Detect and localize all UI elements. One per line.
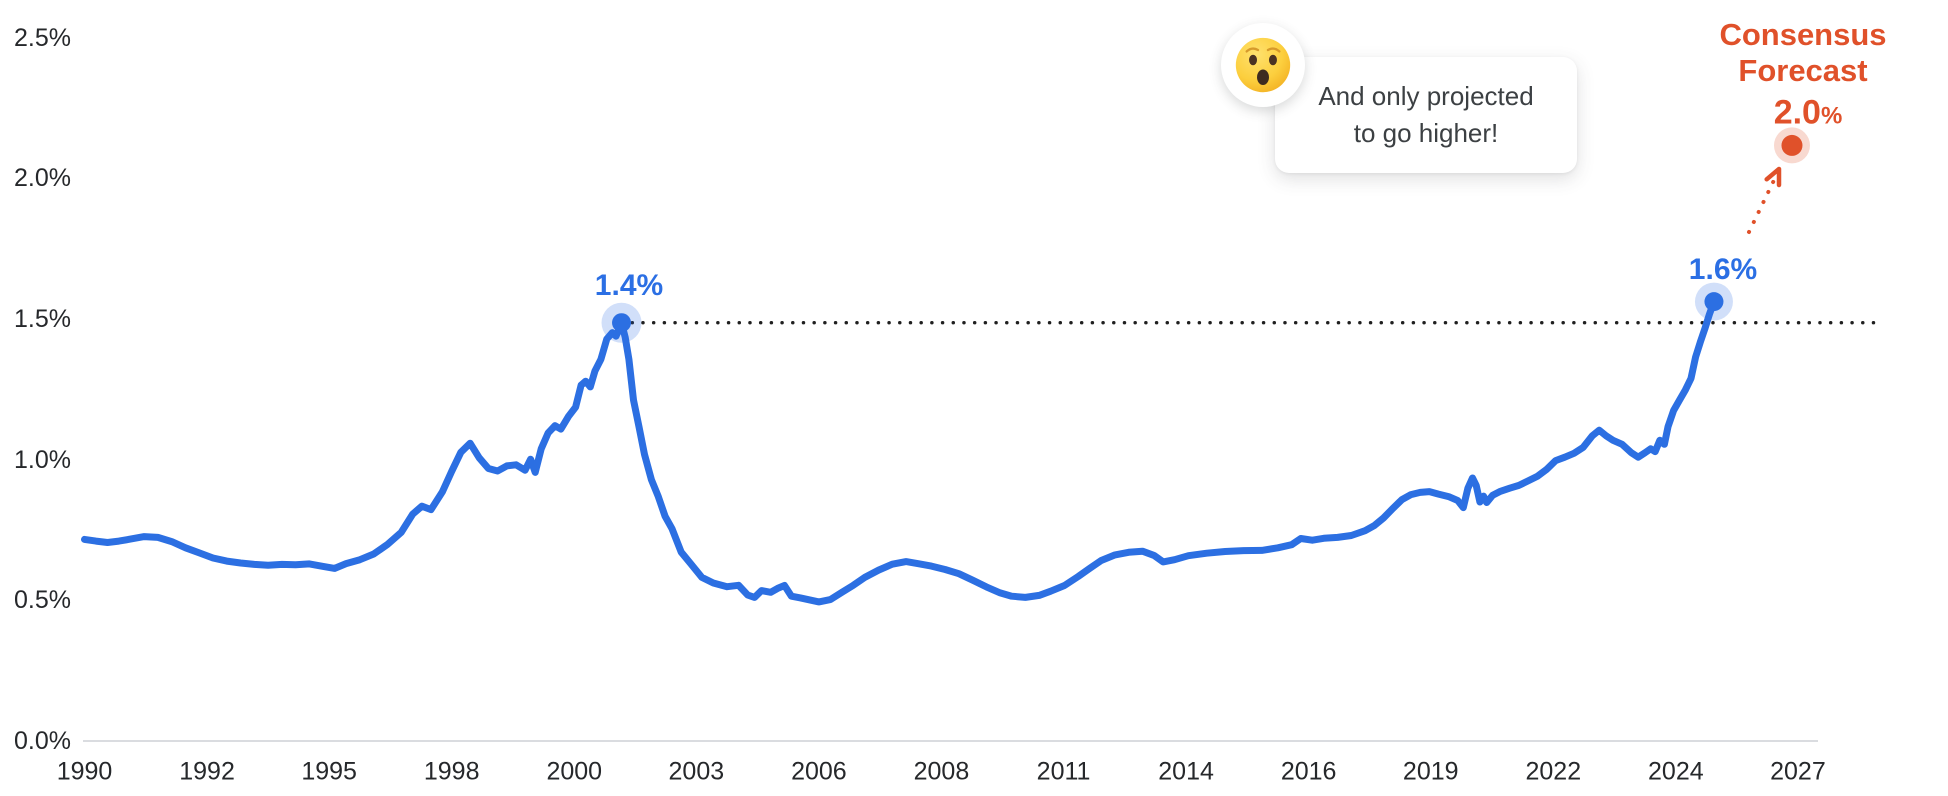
x-tick-label: 1995	[301, 757, 357, 786]
forecast-title: Consensus Forecast	[1719, 17, 1886, 89]
hushed-face-emoji-icon	[1235, 37, 1291, 93]
x-tick-label: 2024	[1648, 757, 1704, 786]
y-tick-label: 0.5%	[14, 586, 71, 615]
peak-value-label: 1.4%	[594, 269, 664, 302]
x-tick-label: 2000	[546, 757, 603, 786]
x-tick-label: 2027	[1770, 757, 1826, 786]
series-line	[81, 298, 1718, 606]
forecast-arrow-shaft	[1747, 172, 1779, 234]
x-tick-label: 2006	[791, 757, 847, 786]
y-tick-label: 0.0%	[14, 726, 71, 755]
x-tick-label: 2011	[1036, 757, 1091, 786]
forecast-title-line2: Forecast	[1738, 53, 1868, 88]
y-tick-label: 1.0%	[14, 445, 71, 474]
latest-marker	[1704, 292, 1724, 312]
x-tick-label: 2016	[1280, 757, 1337, 786]
x-tick-label: 2003	[668, 757, 725, 786]
x-tick-label: 2014	[1158, 757, 1214, 786]
y-tick-label: 2.5%	[14, 23, 71, 52]
x-tick-label: 2019	[1402, 757, 1459, 786]
callout-text-line1: And only projected	[1318, 81, 1534, 111]
latest-value-label: 1.6%	[1688, 253, 1758, 286]
forecast-marker	[1781, 134, 1803, 156]
forecast-value-number: 2.0	[1773, 93, 1821, 132]
callout-text-line2: to go higher!	[1353, 118, 1499, 148]
peak-marker	[612, 313, 632, 333]
forecast-title-line1: Consensus	[1719, 17, 1887, 52]
x-tick-label: 1998	[423, 757, 480, 786]
callout-card: And only projected to go higher!	[1275, 57, 1577, 173]
x-tick-label: 2022	[1525, 757, 1582, 786]
emoji-badge	[1221, 23, 1305, 107]
forecast-value-label: 2.0%	[1774, 94, 1843, 133]
y-tick-label: 1.5%	[14, 304, 71, 333]
forecast-value-percent-sign: %	[1820, 102, 1843, 130]
callout-text: And only projected to go higher!	[1318, 78, 1533, 152]
x-tick-label: 2008	[913, 757, 970, 786]
y-tick-label: 2.0%	[14, 164, 71, 193]
x-tick-label: 1992	[179, 757, 235, 786]
forecast-arrow-head	[1764, 166, 1782, 188]
x-tick-label: 1990	[56, 757, 113, 786]
